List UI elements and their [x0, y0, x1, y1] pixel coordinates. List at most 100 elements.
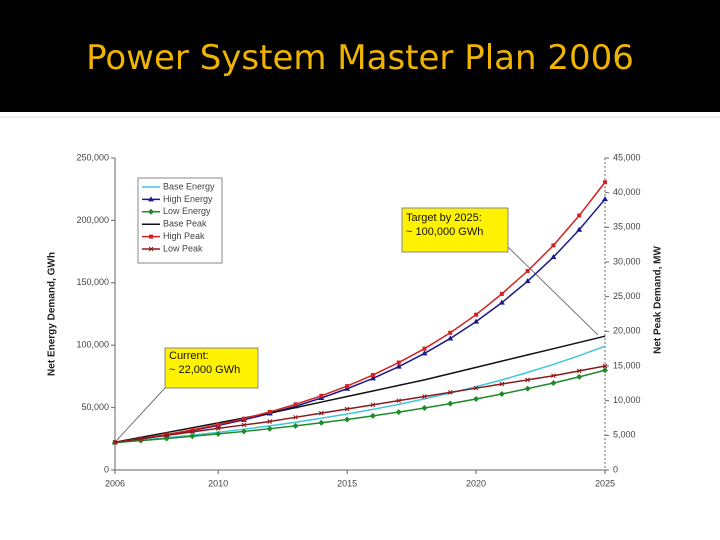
- y-tick-label: 50,000: [81, 402, 109, 412]
- marker: [473, 395, 480, 402]
- marker: [318, 419, 325, 426]
- marker: [293, 414, 298, 420]
- marker: [422, 346, 427, 351]
- y2-tick-label: 15,000: [613, 360, 641, 370]
- marker: [551, 243, 556, 248]
- marker: [525, 377, 530, 383]
- annotation-box: [164, 347, 259, 389]
- x-tick-label: 2015: [337, 478, 357, 488]
- marker: [474, 312, 479, 317]
- marker: [369, 375, 376, 381]
- marker: [576, 226, 583, 232]
- legend-label: Base Energy: [163, 181, 215, 191]
- annotation: ~ 22,000 GWh: [169, 364, 240, 376]
- x-tick-label: 2020: [466, 478, 486, 488]
- marker: [241, 416, 246, 421]
- marker: [473, 385, 479, 391]
- y2-tick-label: 35,000: [613, 222, 641, 232]
- marker: [149, 234, 153, 239]
- marker: [498, 299, 505, 305]
- marker: [447, 389, 453, 395]
- marker: [395, 363, 402, 369]
- title: Power System Master Plan 2006: [86, 38, 634, 78]
- marker: [576, 373, 583, 380]
- series-line: [114, 345, 606, 444]
- marker: [267, 419, 273, 424]
- y2-tick-label: 0: [613, 464, 618, 474]
- series-line: [114, 181, 606, 444]
- annotation-box: [401, 207, 509, 253]
- marker: [524, 278, 531, 284]
- legend-label: Low Energy: [163, 206, 211, 216]
- marker: [267, 409, 272, 414]
- y2-tick-label: 40,000: [613, 187, 641, 197]
- x-tick-label: 2006: [105, 478, 125, 488]
- marker: [602, 367, 608, 374]
- marker: [602, 196, 608, 202]
- marker: [448, 330, 453, 335]
- legend-box: [137, 177, 223, 264]
- legend-label: Low Peak: [163, 243, 203, 253]
- marker: [369, 412, 376, 419]
- leader-line: [507, 246, 599, 336]
- y2-tick-label: 30,000: [613, 256, 641, 266]
- marker: [395, 409, 402, 416]
- marker: [318, 410, 324, 416]
- marker: [345, 384, 350, 389]
- marker: [148, 196, 154, 202]
- y-label: Net Energy Demand, GWh: [47, 252, 58, 376]
- marker: [344, 385, 351, 391]
- marker: [241, 422, 247, 428]
- marker: [148, 208, 154, 215]
- marker: [396, 398, 402, 404]
- y2-tick-label: 20,000: [613, 326, 641, 336]
- marker: [189, 433, 196, 440]
- marker: [215, 426, 221, 431]
- x-tick-label: 2010: [208, 478, 228, 488]
- marker: [576, 368, 582, 374]
- marker: [164, 432, 169, 437]
- marker: [190, 427, 195, 432]
- y2-tick-label: 25,000: [613, 291, 641, 301]
- marker: [499, 291, 504, 296]
- marker: [473, 318, 480, 324]
- marker: [293, 402, 298, 407]
- marker: [499, 381, 505, 387]
- y2-tick-label: 45,000: [613, 152, 641, 162]
- annotation: Current:: [169, 350, 209, 362]
- marker: [603, 180, 607, 185]
- marker: [190, 429, 195, 435]
- y-tick-label: 200,000: [76, 215, 109, 225]
- marker: [319, 393, 324, 398]
- y2-tick-label: 10,000: [613, 395, 641, 405]
- header: Power System Master Plan 2006: [0, 0, 720, 112]
- marker: [344, 416, 351, 423]
- y-tick-label: 0: [104, 464, 109, 474]
- y-tick-label: 250,000: [76, 152, 109, 162]
- marker: [266, 425, 273, 432]
- marker: [525, 269, 530, 274]
- legend-label: High Energy: [163, 194, 213, 204]
- marker: [240, 428, 247, 435]
- marker: [577, 213, 582, 218]
- y-tick-label: 150,000: [76, 277, 109, 287]
- legend-label: Base Peak: [163, 219, 207, 229]
- leader-line: [116, 387, 166, 441]
- marker: [447, 400, 454, 407]
- marker: [551, 373, 556, 379]
- annotation: Target by 2025:: [406, 212, 482, 224]
- marker: [370, 402, 376, 408]
- marker: [421, 350, 428, 356]
- marker: [370, 373, 375, 378]
- series-line: [114, 365, 606, 444]
- marker: [498, 390, 505, 397]
- marker: [292, 422, 299, 429]
- marker: [215, 430, 222, 437]
- marker: [164, 432, 169, 438]
- annotation: ~ 100,000 GWh: [406, 226, 483, 238]
- marker: [422, 394, 427, 399]
- y2-tick-label: 5,000: [613, 430, 636, 440]
- legend-label: High Peak: [163, 231, 205, 241]
- marker: [216, 422, 221, 427]
